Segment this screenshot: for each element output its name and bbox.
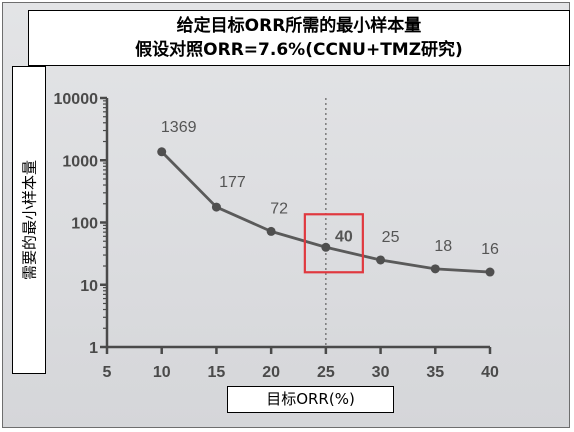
x-axis-label-box: 目标ORR(%) [227,386,394,413]
axes: 1 10 100 1000 10000 5 10 15 20 25 30 35 40 [54,91,500,381]
data-point [430,264,440,274]
data-label: 72 [270,200,288,217]
chart-title-box: 给定目标ORR所需的最小样本量 假设对照ORR=7.6%(CCNU+TMZ研究) [28,10,570,66]
x-tick-label: 25 [317,364,335,381]
x-tick-label: 10 [153,364,171,381]
x-axis-label: 目标ORR(%) [266,390,355,408]
highlight-box [303,213,364,274]
data-label: 1369 [161,119,197,136]
chart-title-line-1: 给定目标ORR所需的最小样本量 [176,16,422,36]
y-tick-label: 100 [71,216,98,233]
y-tick-label: 1000 [62,153,98,170]
slide-frame [2,2,570,428]
y-axis-label-box: 需要的最小样本量 [12,66,46,374]
data-label: 16 [481,241,499,258]
series-line-group [157,147,495,277]
x-tick-label: 35 [426,364,444,381]
data-label-group: 1369 177 72 40 25 18 16 [161,119,499,274]
y-axis-label: 需要的最小样本量 [20,159,39,281]
chart-title-line-2: 假设对照ORR=7.6%(CCNU+TMZ研究) [135,40,463,60]
data-label: 177 [219,174,246,191]
data-point [211,202,221,212]
data-point [376,255,386,265]
chart-photo-background [3,3,569,427]
x-tick-label: 15 [208,364,226,381]
data-point [485,267,495,277]
x-tick-label: 20 [262,364,280,381]
x-tick-label: 40 [481,364,499,381]
y-tick-label: 1 [89,340,98,357]
data-point [157,147,167,157]
y-tick-label: 10000 [54,91,99,108]
data-label: 25 [382,229,400,246]
data-label: 40 [335,228,353,245]
data-label: 18 [434,238,452,255]
data-point [266,226,276,236]
data-point [321,242,331,252]
x-tick-label: 5 [103,364,112,381]
y-tick-label: 10 [80,278,98,295]
x-tick-label: 30 [372,364,390,381]
